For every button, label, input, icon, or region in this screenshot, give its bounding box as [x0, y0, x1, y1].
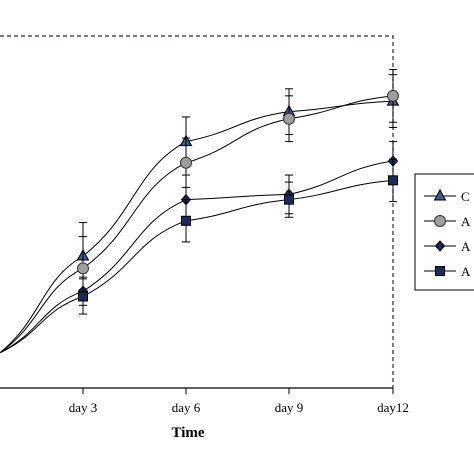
series-layer — [0, 68, 400, 354]
data-point — [78, 291, 88, 302]
legend-marker — [433, 188, 447, 201]
data-point — [387, 89, 399, 102]
legend-item-2: A — [424, 214, 471, 229]
x-tick-label: day 3 — [69, 400, 98, 415]
x-tick-label: day 9 — [275, 400, 304, 415]
data-point — [77, 262, 89, 275]
x-axis-title: Time — [171, 425, 204, 441]
x-tick-labels: day 3 day 6 day 9 day12 — [69, 400, 409, 415]
data-point — [181, 215, 191, 226]
data-point — [388, 175, 398, 186]
legend-label: C — [461, 189, 470, 204]
x-tick-label: day12 — [377, 400, 409, 415]
legend-item-4: A — [424, 264, 471, 279]
legend-marker — [434, 215, 446, 227]
series-4 — [0, 158, 398, 354]
legend-marker — [435, 266, 445, 276]
plot-border — [0, 35, 394, 388]
legend-marker — [434, 240, 446, 252]
x-tick-label: day 6 — [172, 400, 201, 415]
legend-label: A — [461, 214, 471, 229]
x-ticks — [82, 388, 394, 394]
data-point — [283, 112, 295, 125]
data-point — [284, 194, 294, 205]
legend-label: A — [461, 264, 471, 279]
data-point — [180, 156, 192, 169]
series-line — [0, 100, 394, 354]
legend-item-1: C — [424, 188, 470, 204]
legend-item-3: A — [424, 239, 471, 254]
legend-label: A — [461, 239, 471, 254]
